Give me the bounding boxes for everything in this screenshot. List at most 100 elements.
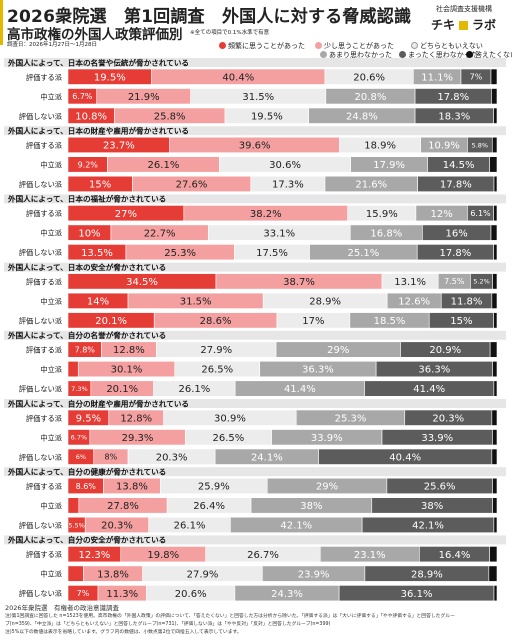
category-label: 評価しない派 (19, 316, 62, 325)
bar-segment (493, 107, 498, 124)
legend-swatch-icon (399, 51, 406, 58)
data-label: 20.1% (106, 384, 138, 395)
legend-item: 少し思うことがあった (315, 41, 394, 51)
data-label: 13.8% (97, 569, 129, 580)
bar-segment (491, 409, 498, 426)
data-label: 23.7% (103, 141, 135, 152)
data-label: 12.8% (113, 345, 145, 356)
bar-segment (492, 497, 498, 514)
legend-label: どちらともいえない (420, 42, 483, 50)
panel-title: 外国人によって、自分の安全が脅かされている (8, 535, 166, 545)
bar-segment (67, 497, 80, 514)
data-label: 13.1% (394, 277, 426, 288)
bar-segment (491, 292, 498, 309)
category-label: 評価しない派 (19, 112, 62, 121)
data-label: 33.9% (421, 433, 453, 444)
bar-segment (491, 448, 498, 465)
data-label: 12.8% (120, 413, 152, 424)
bar-segment (492, 273, 498, 290)
legend-label: あまり思わなかった (329, 51, 392, 59)
data-label: 34.5% (126, 277, 158, 288)
category-label: 評価する派 (26, 550, 62, 559)
panel-title: 外国人によって、日本の安全が脅かされている (8, 262, 166, 272)
category-label: 中立派 (40, 501, 62, 510)
data-label: 31.5% (242, 92, 274, 103)
panel-header-bg (4, 58, 506, 67)
data-label: 26.5% (213, 433, 245, 444)
bar-segment (488, 565, 498, 582)
data-label: 17.3% (272, 180, 304, 191)
legend: 頻繁に思うことがあった 少し思うことがあった どちらともいえない あまり思わなか… (0, 0, 512, 60)
data-label: 11.1% (421, 72, 453, 83)
data-label: 6.1% (470, 209, 491, 218)
data-label: 24.1% (251, 452, 283, 463)
data-label: 7.8% (75, 345, 96, 354)
brand-left: チキ (431, 18, 456, 32)
data-label: 22.7% (144, 228, 176, 239)
data-label: 23.1% (354, 550, 386, 561)
legend-label: 少し思うことがあった (324, 42, 394, 50)
data-label: 27.6% (176, 180, 208, 191)
panel-header-bg (4, 535, 506, 545)
panel-title: 外国人によって、自分の財産や雇用が脅かされている (8, 398, 189, 408)
data-label: 26.1% (174, 521, 206, 532)
panel-header-bg (4, 194, 506, 204)
data-label: 17.8% (439, 248, 471, 259)
data-label: 38.2% (250, 209, 282, 220)
data-label: 13.5% (81, 248, 113, 259)
data-label: 14.5% (443, 160, 475, 171)
data-label: 15% (450, 316, 472, 327)
data-label: 17% (302, 316, 324, 327)
data-label: 26.5% (201, 365, 233, 376)
accent-bar (0, 0, 3, 45)
panel-title: 外国人によって、日本の名誉や伝統が脅かされている (8, 57, 189, 67)
data-label: 33.9% (311, 433, 343, 444)
data-label: 20.6% (353, 72, 385, 83)
data-label: 42.1% (412, 521, 444, 532)
category-label: 中立派 (40, 160, 62, 169)
category-label: 中立派 (40, 433, 62, 442)
category-label: 評価する派 (26, 73, 62, 82)
data-label: 26.4% (193, 501, 225, 512)
legend-label: 答えたくない (475, 51, 512, 59)
category-label: 中立派 (40, 229, 62, 238)
data-label: 12.3% (78, 550, 110, 561)
survey-date: 調査日：2026年1月27日〜1月28日 (7, 42, 97, 48)
data-label: 16.4% (439, 550, 471, 561)
category-label: 評価しない派 (19, 453, 62, 462)
data-label: 36.3% (418, 365, 450, 376)
data-label: 20.8% (355, 92, 387, 103)
legend-swatch-icon (315, 42, 322, 49)
data-label: 21.6% (355, 180, 387, 191)
data-label: 7% (77, 589, 90, 598)
category-label: 中立派 (40, 297, 62, 306)
bar-segment (493, 312, 498, 329)
data-label: 19.5% (94, 72, 126, 83)
data-label: 5.5% (68, 521, 85, 529)
bar-segment (489, 341, 498, 358)
data-label: 25.6% (424, 482, 456, 493)
data-label: 23.9% (298, 569, 330, 580)
panel-title: 外国人によって、日本の財産や雇用が脅かされている (8, 126, 189, 136)
bar-segment (489, 156, 498, 173)
legend-item: 頻繁に思うことがあった (219, 41, 305, 51)
data-label: 20.9% (429, 345, 461, 356)
data-label: 17.8% (437, 92, 469, 103)
category-label: 評価しない派 (19, 248, 62, 257)
category-label: 評価しない派 (19, 180, 62, 189)
footer-note-1: 注)第1回調査に回答した n=1523を使用。高市政権の「外国人政策」の評価につ… (5, 614, 455, 619)
brand-dot-icon (459, 21, 469, 30)
category-label: 評価する派 (26, 141, 62, 150)
data-label: 38% (421, 501, 443, 512)
data-label: 38% (300, 501, 322, 512)
data-label: 7.3% (71, 385, 88, 393)
bar-segment (489, 546, 498, 563)
data-label: 36.3% (302, 365, 334, 376)
panel-header-bg (4, 126, 506, 136)
data-label: 42.1% (280, 521, 312, 532)
legend-item: あまり思わなかった (320, 50, 392, 60)
brand-org: 社会調査支援機構 (436, 5, 492, 13)
category-label: 中立派 (40, 92, 62, 101)
data-label: 30.6% (269, 160, 301, 171)
